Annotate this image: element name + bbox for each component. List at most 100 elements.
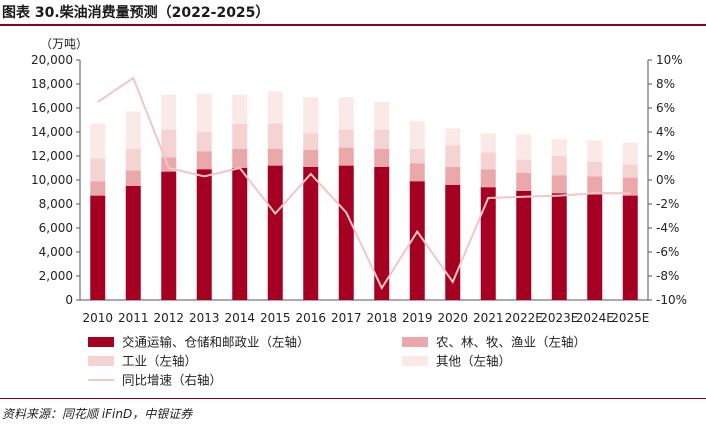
bar-segment-series-3 <box>161 129 177 158</box>
x-axis-tick-label: 2017 <box>331 311 362 325</box>
bar-segment-series-3 <box>196 132 212 152</box>
bar-segment-series-4 <box>374 102 390 130</box>
right-axis-tick-label: 6% <box>656 101 675 115</box>
right-axis-tick-label: -2% <box>656 197 679 211</box>
bar-segment-series-4 <box>338 97 354 130</box>
x-axis-tick-label: 2024E <box>576 311 614 325</box>
bar-segment-series-3 <box>409 148 425 164</box>
bar-segment-series-2 <box>125 170 141 186</box>
bar-segment-series-1 <box>90 195 106 300</box>
footer-rule <box>0 398 706 399</box>
title-rule <box>0 24 706 26</box>
x-axis-tick-label: 2010 <box>82 311 113 325</box>
left-axis-tick-label: 18,000 <box>31 77 73 91</box>
legend-label: 农、林、牧、渔业（左轴） <box>436 335 586 350</box>
legend-swatch <box>88 337 114 347</box>
bar-segment-series-4 <box>587 140 603 162</box>
bar-segment-series-1 <box>232 168 248 300</box>
right-axis-tick-label: -8% <box>656 269 679 283</box>
bar-segment-series-4 <box>267 91 283 124</box>
bar-segment-series-1 <box>125 186 141 300</box>
bar-segment-series-3 <box>374 129 390 149</box>
bar-segment-series-2 <box>445 166 461 185</box>
bar-segment-series-3 <box>516 159 532 173</box>
bar-segment-series-2 <box>303 150 319 167</box>
x-axis-tick-label: 2023E <box>540 311 578 325</box>
bar-segment-series-4 <box>409 121 425 149</box>
legend-swatch <box>402 337 428 347</box>
right-axis-tick-label: 0% <box>656 173 675 187</box>
bar-segment-series-2 <box>622 177 638 196</box>
bar-segment-series-1 <box>587 194 603 300</box>
left-axis-tick-label: 4,000 <box>39 245 73 259</box>
bar-segment-series-3 <box>125 148 141 171</box>
left-axis-tick-label: 14,000 <box>31 125 73 139</box>
bar-segment-series-2 <box>409 163 425 182</box>
left-axis-tick-label: 0 <box>65 293 73 307</box>
bar-segment-series-4 <box>125 111 141 149</box>
bar-segment-series-3 <box>90 158 106 182</box>
bar-segment-series-4 <box>196 93 212 132</box>
bar-segment-series-2 <box>551 175 567 194</box>
x-axis-tick-label: 2019 <box>402 311 433 325</box>
x-axis-tick-label: 2025E <box>611 311 649 325</box>
bar-segment-series-1 <box>338 165 354 300</box>
left-axis-tick-label: 16,000 <box>31 101 73 115</box>
legend-swatch <box>88 356 114 366</box>
bar-segment-series-4 <box>551 139 567 156</box>
legend-label: 交通运输、仓储和邮政业（左轴） <box>122 335 310 350</box>
bar-segment-series-2 <box>232 148 248 168</box>
bar-segment-series-3 <box>267 123 283 149</box>
bar-segment-series-3 <box>232 123 248 149</box>
bar-segment-series-1 <box>409 181 425 300</box>
bar-segment-series-2 <box>516 172 532 191</box>
bar-segment-series-2 <box>196 151 212 170</box>
right-axis-tick-label: 8% <box>656 77 675 91</box>
left-axis-tick-label: 6,000 <box>39 221 73 235</box>
bar-segment-series-2 <box>90 181 106 196</box>
bar-segment-series-4 <box>303 97 319 134</box>
bar-segment-series-4 <box>622 142 638 165</box>
bar-segment-series-2 <box>338 147 354 166</box>
bar-segment-series-3 <box>622 164 638 178</box>
bar-segment-series-2 <box>587 176 603 195</box>
bar-segment-series-4 <box>90 123 106 159</box>
bar-segment-series-3 <box>445 145 461 167</box>
left-axis-tick-label: 10,000 <box>31 173 73 187</box>
right-axis-tick-label: 2% <box>656 149 675 163</box>
left-axis-tick-label: 2,000 <box>39 269 73 283</box>
x-axis-tick-label: 2020 <box>437 311 468 325</box>
x-axis-tick-label: 2014 <box>224 311 255 325</box>
x-axis-tick-label: 2021 <box>473 311 504 325</box>
left-axis-unit-label: （万吨） <box>40 37 88 51</box>
right-axis-tick-label: -4% <box>656 221 679 235</box>
right-axis-tick-label: 10% <box>656 53 683 67</box>
legend-label: 其他（左轴） <box>436 354 511 369</box>
x-axis-tick-label: 2016 <box>295 311 326 325</box>
chart-title: 图表 30.柴油消费量预测（2022-2025） <box>2 5 270 21</box>
bar-segment-series-2 <box>267 148 283 166</box>
legend-swatch <box>402 356 428 366</box>
bar-segment-series-3 <box>338 129 354 148</box>
bar-segment-series-4 <box>232 94 248 124</box>
plot-area: 0 2,000 4,000 6,000 8,000 10,000 12,000 14,000 1… <box>31 53 687 325</box>
bar-segment-series-2 <box>480 169 496 188</box>
bar-segment-series-1 <box>480 187 496 300</box>
bar-segment-series-2 <box>374 148 390 167</box>
x-axis-tick-label: 2013 <box>189 311 220 325</box>
bar-segment-series-3 <box>303 133 319 150</box>
x-axis-tick-label: 2011 <box>118 311 149 325</box>
bar-segment-series-4 <box>161 94 177 130</box>
legend-label: 工业（左轴） <box>122 354 197 369</box>
x-axis-tick-label: 2018 <box>366 311 397 325</box>
bar-segment-series-1 <box>516 190 532 300</box>
left-axis-tick-label: 8,000 <box>39 197 73 211</box>
legend-label: 同比增速（右轴） <box>122 373 222 388</box>
right-axis-tick-label: 4% <box>656 125 675 139</box>
right-axis-tick-label: -6% <box>656 245 679 259</box>
source-note: 资料来源：同花顺 iFinD，中银证券 <box>2 407 193 421</box>
x-axis-tick-label: 2022E <box>505 311 543 325</box>
bar-segment-series-4 <box>445 128 461 146</box>
bar-segment-series-1 <box>374 166 390 300</box>
